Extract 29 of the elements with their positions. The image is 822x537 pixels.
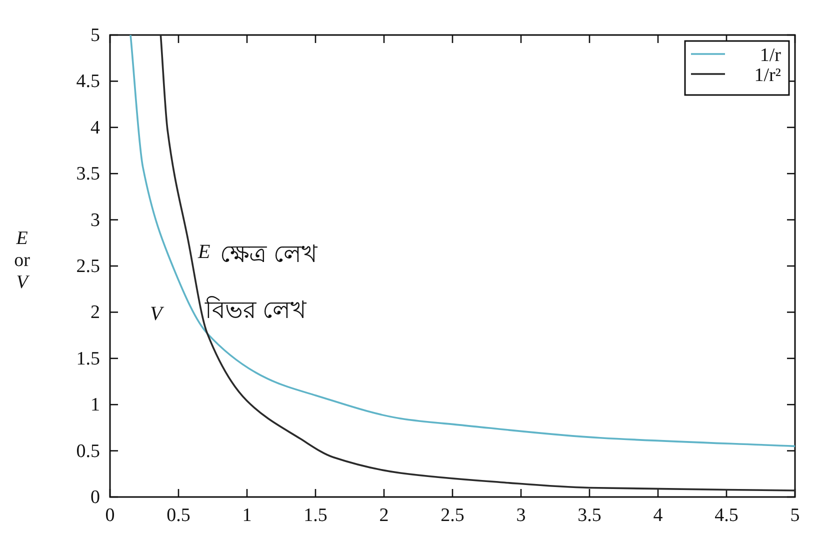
x-tick-label: 2.5 <box>440 505 464 526</box>
x-tick-label: 1 <box>242 505 252 526</box>
x-tick-label: 4.5 <box>714 505 738 526</box>
x-tick-label: 3 <box>516 505 526 526</box>
legend-label: 1/r <box>760 45 782 66</box>
y-tick-label: 4 <box>90 117 100 138</box>
y-tick-label: 1 <box>90 394 100 416</box>
y-tick-label: 2.5 <box>76 256 100 277</box>
y-tick-label: 0.5 <box>76 440 100 462</box>
y-tick-label: 3.5 <box>76 164 100 185</box>
annotation: বিভর লেখ <box>205 297 307 324</box>
y-tick-label: 3 <box>90 210 100 231</box>
annotation: ক্ষেত্র লেখ <box>220 241 318 268</box>
annotation: E <box>198 241 210 263</box>
y-axis-title: E or V <box>14 228 31 293</box>
legend-label: 1/r² <box>754 65 782 86</box>
y-tick-label: 0 <box>90 487 100 508</box>
x-tick-label: 4 <box>653 505 664 526</box>
y-tick-label: 5 <box>90 25 100 46</box>
x-tick-label: 0.5 <box>166 505 190 526</box>
y-tick-label: 1.5 <box>76 348 100 370</box>
x-tick-label: 3.5 <box>578 505 602 526</box>
x-tick-label: 2 <box>379 505 389 526</box>
x-tick-label: 1.5 <box>304 505 328 526</box>
y-tick-label: 4.5 <box>76 71 100 92</box>
x-tick-label: 0 <box>105 505 115 526</box>
y-tick-label: 2 <box>90 302 100 324</box>
x-tick-label: 5 <box>790 505 800 526</box>
annotation: V <box>150 303 162 325</box>
